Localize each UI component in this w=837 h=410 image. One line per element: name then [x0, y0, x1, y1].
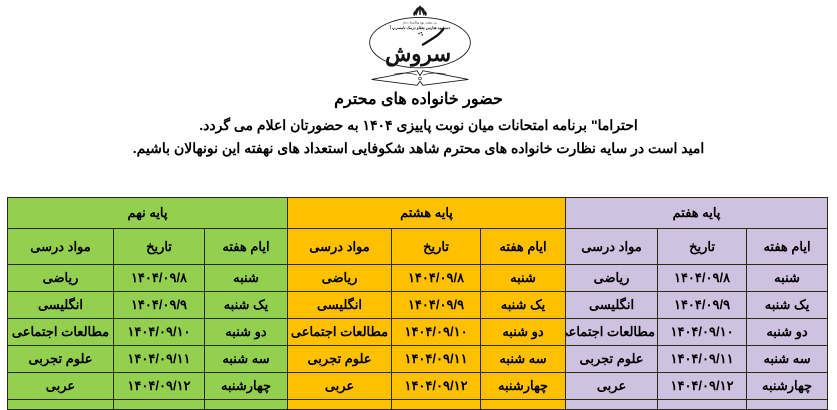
svg-text:یزد میلعت تهج یهاگشناد دحاو: یزد میلعت تهج یهاگشناد دحاو — [402, 20, 437, 24]
svg-text:سروش: سروش — [385, 42, 451, 67]
